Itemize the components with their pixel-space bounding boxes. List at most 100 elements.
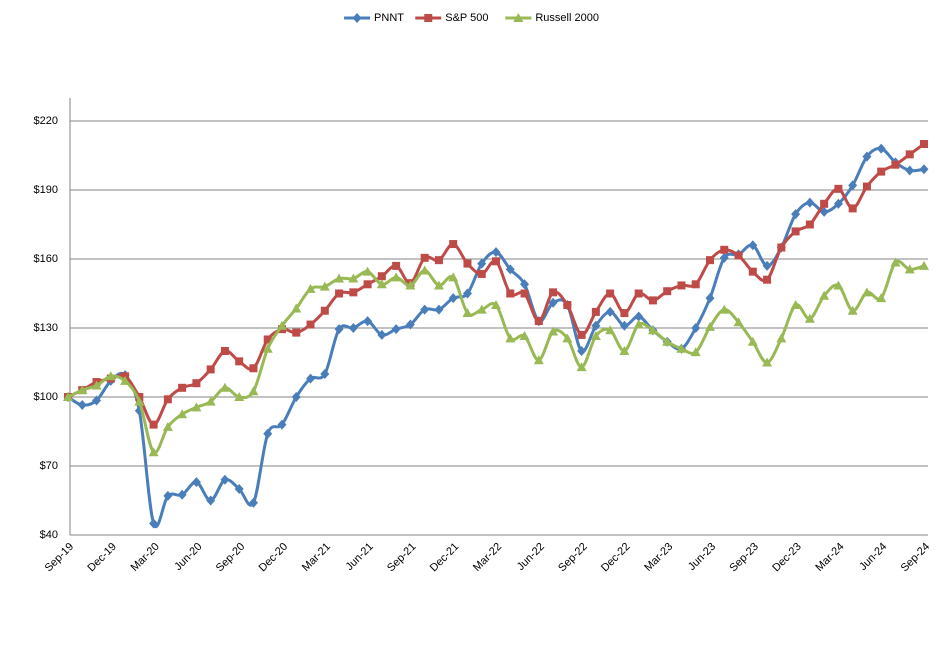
x-tick-label: Jun-24 bbox=[857, 541, 889, 573]
marker bbox=[306, 320, 315, 329]
x-tick-label: Mar-22 bbox=[471, 541, 504, 574]
marker bbox=[847, 305, 858, 315]
marker bbox=[876, 293, 887, 303]
marker bbox=[277, 419, 287, 430]
marker bbox=[919, 164, 929, 175]
marker bbox=[149, 518, 159, 529]
marker bbox=[277, 320, 287, 330]
marker bbox=[734, 251, 743, 260]
marker bbox=[291, 303, 302, 313]
marker bbox=[405, 319, 415, 330]
marker bbox=[905, 165, 915, 176]
marker bbox=[534, 317, 543, 326]
marker bbox=[434, 256, 443, 265]
marker bbox=[762, 260, 772, 271]
marker bbox=[234, 484, 244, 494]
marker bbox=[191, 477, 201, 488]
marker bbox=[904, 264, 915, 274]
marker bbox=[491, 247, 501, 258]
marker bbox=[77, 385, 88, 395]
marker bbox=[334, 273, 345, 283]
marker bbox=[720, 245, 729, 254]
marker bbox=[919, 260, 929, 270]
marker bbox=[320, 369, 330, 379]
marker bbox=[676, 343, 687, 353]
marker bbox=[848, 204, 857, 213]
marker bbox=[433, 280, 444, 290]
marker bbox=[663, 287, 672, 296]
x-tick-label: Jun-20 bbox=[172, 541, 204, 573]
marker bbox=[634, 311, 644, 322]
marker bbox=[505, 333, 516, 343]
marker bbox=[220, 347, 229, 355]
x-tick-label: Dec-23 bbox=[770, 541, 804, 575]
marker bbox=[405, 280, 416, 290]
y-tick-label: $40 bbox=[40, 529, 58, 541]
marker bbox=[705, 321, 715, 331]
marker bbox=[634, 289, 643, 298]
marker bbox=[691, 280, 700, 289]
marker bbox=[363, 316, 373, 327]
marker bbox=[776, 333, 787, 343]
marker bbox=[448, 293, 458, 304]
marker bbox=[862, 151, 872, 162]
marker bbox=[790, 300, 801, 309]
marker bbox=[363, 280, 372, 289]
marker bbox=[619, 346, 630, 355]
marker bbox=[492, 257, 500, 266]
marker bbox=[791, 209, 801, 220]
marker bbox=[920, 140, 928, 148]
marker bbox=[320, 306, 329, 315]
marker bbox=[149, 420, 158, 429]
marker bbox=[105, 371, 116, 381]
marker bbox=[805, 220, 814, 229]
x-tick-label: Mar-21 bbox=[300, 541, 333, 574]
marker bbox=[391, 272, 402, 282]
marker bbox=[762, 357, 773, 367]
marker bbox=[292, 328, 301, 337]
marker bbox=[91, 380, 102, 390]
x-tick-label: Mar-23 bbox=[642, 541, 675, 574]
marker bbox=[148, 447, 159, 457]
marker bbox=[92, 395, 102, 406]
marker bbox=[520, 289, 529, 298]
marker bbox=[163, 490, 173, 501]
marker bbox=[719, 304, 730, 314]
marker bbox=[648, 296, 657, 305]
marker bbox=[263, 428, 273, 439]
x-tick-label: Mar-20 bbox=[129, 541, 162, 574]
marker bbox=[819, 290, 830, 300]
x-tick-label: Mar-24 bbox=[813, 541, 846, 574]
marker bbox=[804, 313, 815, 323]
marker bbox=[691, 323, 701, 333]
marker bbox=[491, 300, 501, 309]
marker bbox=[705, 293, 715, 304]
marker bbox=[234, 392, 245, 401]
y-tick-label: $190 bbox=[34, 184, 58, 196]
marker bbox=[590, 331, 601, 341]
marker bbox=[162, 421, 173, 431]
marker bbox=[706, 256, 714, 265]
marker bbox=[477, 258, 487, 269]
marker bbox=[305, 283, 316, 293]
marker bbox=[677, 281, 686, 290]
y-tick-label: $70 bbox=[40, 460, 58, 472]
x-tick-label: Dec-22 bbox=[599, 541, 633, 575]
marker bbox=[591, 307, 600, 316]
marker bbox=[235, 357, 244, 366]
marker bbox=[591, 320, 601, 331]
x-tick-label: Dec-19 bbox=[85, 541, 119, 575]
marker bbox=[533, 355, 544, 365]
marker bbox=[376, 279, 387, 289]
marker bbox=[248, 386, 259, 396]
marker bbox=[462, 308, 473, 318]
marker bbox=[420, 304, 430, 315]
x-tick-label: Sep-20 bbox=[214, 541, 248, 575]
x-tick-label: Sep-21 bbox=[385, 541, 419, 575]
marker bbox=[662, 336, 673, 346]
x-tick-label: Sep-19 bbox=[43, 541, 77, 575]
marker bbox=[178, 383, 187, 392]
marker bbox=[352, 13, 362, 23]
marker bbox=[362, 266, 373, 276]
